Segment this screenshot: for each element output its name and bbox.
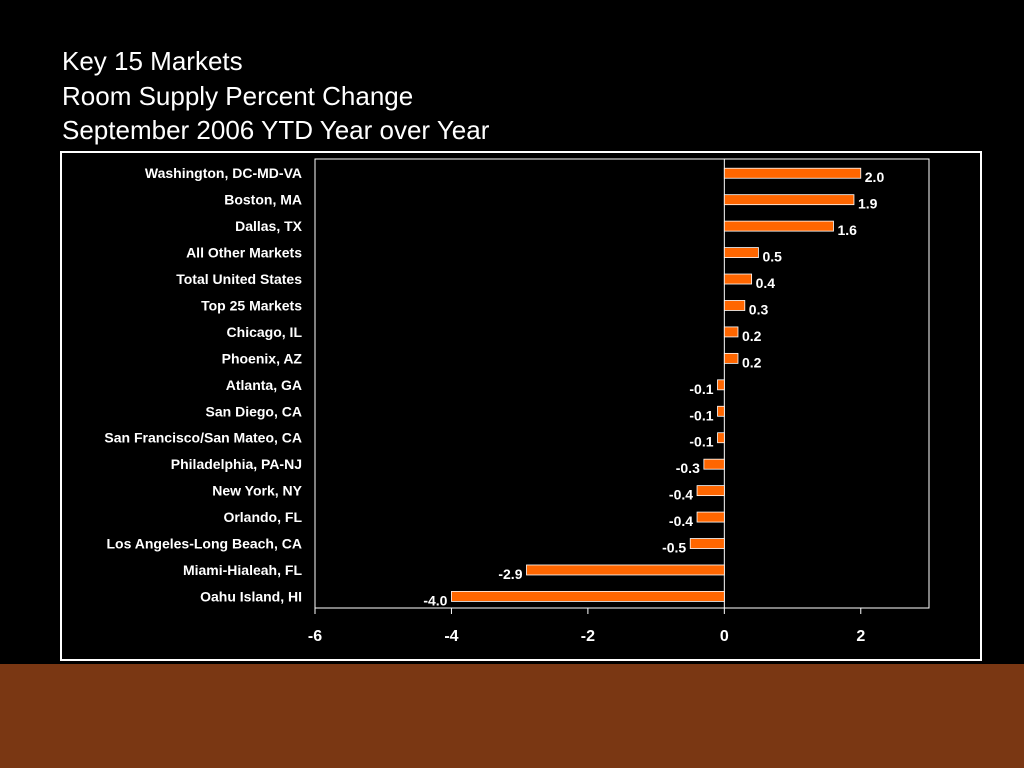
bar — [451, 591, 725, 602]
data-label: 0.5 — [762, 249, 782, 265]
category-label: Philadelphia, PA-NJ — [171, 456, 302, 472]
category-label: Orlando, FL — [223, 509, 302, 525]
bar — [717, 432, 725, 444]
bar — [696, 485, 725, 497]
bar — [526, 564, 725, 576]
bar — [723, 247, 759, 258]
bar — [723, 273, 753, 285]
data-label: -0.1 — [689, 381, 713, 397]
slide-title: Key 15 Markets Room Supply Percent Chang… — [62, 44, 489, 148]
category-label: Atlanta, GA — [226, 377, 302, 393]
category-label: Total United States — [176, 271, 302, 287]
data-label: -4.0 — [423, 592, 447, 608]
category-label: Boston, MA — [224, 192, 302, 208]
x-tick-label: -2 — [581, 628, 595, 645]
bar-chart: -6 -4 -2 0 2 Washington, DC-MD-VA 2.0 Boston, M… — [104, 158, 930, 645]
data-label: 1.9 — [858, 196, 878, 212]
data-label: -0.4 — [669, 487, 693, 503]
data-label: -0.1 — [689, 434, 713, 450]
category-label: San Diego, CA — [206, 403, 302, 419]
bar — [723, 194, 855, 206]
data-label: -0.3 — [676, 460, 700, 476]
bar — [723, 220, 834, 232]
data-label: 0.4 — [756, 275, 776, 291]
plot-area — [314, 158, 930, 609]
chart-frame: -6 -4 -2 0 2 Washington, DC-MD-VA 2.0 Boston, M… — [60, 151, 982, 661]
title-line-3: September 2006 YTD Year over Year — [62, 115, 490, 145]
data-label: 1.6 — [837, 222, 857, 238]
bar — [703, 458, 725, 470]
x-tick-label: 0 — [720, 628, 729, 645]
data-label: 0.3 — [749, 301, 769, 317]
data-label: -0.1 — [689, 407, 713, 423]
footer-band — [0, 664, 1024, 768]
category-label: Oahu Island, HI — [200, 588, 302, 604]
data-label: -2.9 — [498, 566, 522, 582]
category-label: Phoenix, AZ — [222, 350, 303, 366]
category-label: Top 25 Markets — [201, 297, 302, 313]
data-label: 0.2 — [742, 328, 762, 344]
data-label: 2.0 — [865, 169, 885, 185]
category-label: New York, NY — [212, 483, 302, 499]
data-label: 0.2 — [742, 354, 762, 370]
category-label: All Other Markets — [186, 245, 302, 261]
bar — [723, 300, 746, 311]
category-label: Dallas, TX — [235, 218, 303, 234]
bar — [689, 538, 725, 549]
x-tick-label: -4 — [444, 628, 458, 645]
bar — [723, 326, 739, 338]
data-label: -0.5 — [662, 540, 686, 556]
category-label: Chicago, IL — [227, 324, 303, 340]
x-tick-label: -6 — [308, 628, 322, 645]
title-line-1: Key 15 Markets — [62, 46, 243, 76]
bar — [717, 379, 725, 391]
title-line-2: Room Supply Percent Change — [62, 80, 414, 111]
data-label: -0.4 — [669, 513, 693, 529]
bar — [723, 167, 862, 179]
bar — [717, 405, 725, 417]
category-label: Washington, DC-MD-VA — [145, 165, 302, 181]
category-label: Los Angeles-Long Beach, CA — [106, 536, 302, 552]
bar — [696, 511, 725, 523]
x-tick-label: 2 — [856, 628, 865, 645]
category-label: San Francisco/San Mateo, CA — [104, 430, 302, 446]
bar — [723, 352, 739, 364]
category-label: Miami-Hialeah, FL — [183, 562, 302, 578]
